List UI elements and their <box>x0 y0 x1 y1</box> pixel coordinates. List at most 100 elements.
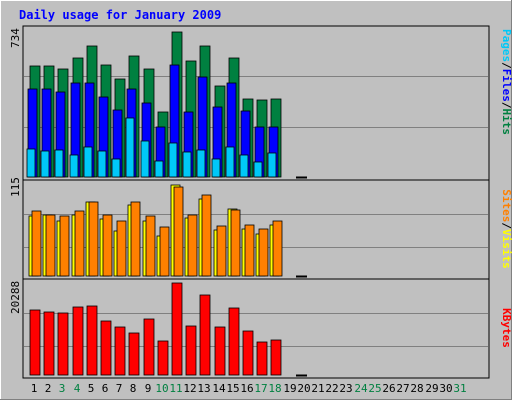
x-tick-day-9: 9 <box>145 382 152 395</box>
kbytes-bar-kbytes-day-7 <box>114 326 126 376</box>
visits-legend-item-0: Sites <box>500 189 512 222</box>
visits-bar-sites-day-10 <box>159 226 170 277</box>
hits-legend-item-1: / <box>500 62 512 69</box>
hits-bar-pages-day-9 <box>140 140 150 178</box>
hits-bar-pages-day-1 <box>26 148 36 178</box>
x-tick-day-12: 12 <box>183 382 196 395</box>
hits-bar-pages-day-5 <box>83 146 93 178</box>
kbytes-bar-kbytes-day-8 <box>128 332 140 376</box>
x-tick-day-27: 27 <box>396 382 409 395</box>
kbytes-bar-kbytes-day-2 <box>43 311 55 376</box>
visits-bar-sites-day-17 <box>258 228 269 277</box>
x-tick-day-25: 25 <box>368 382 381 395</box>
x-tick-day-18: 18 <box>268 382 281 395</box>
kbytes-bar-kbytes-day-14 <box>214 326 226 376</box>
x-tick-day-19: 19 <box>283 382 296 395</box>
x-tick-day-14: 14 <box>212 382 226 395</box>
x-tick-day-8: 8 <box>130 382 137 395</box>
hits-bar-pages-day-6 <box>97 150 107 178</box>
hits-bar-pages-day-8 <box>125 117 135 178</box>
hits-legend-item-4: Hits <box>500 109 512 136</box>
kbytes-bar-kbytes-day-3 <box>57 312 69 376</box>
visits-bar-sites-day-1 <box>31 210 42 277</box>
x-tick-day-4: 4 <box>74 382 81 395</box>
hits-bar-pages-day-14 <box>211 158 221 178</box>
kbytes-bar-kbytes-day-12 <box>185 325 197 376</box>
x-tick-day-6: 6 <box>102 382 109 395</box>
kbytes-legend: KBytes <box>500 308 512 348</box>
x-tick-day-21: 21 <box>311 382 324 395</box>
kbytes-bar-kbytes-day-13 <box>199 294 211 376</box>
x-tick-day-1: 1 <box>31 382 38 395</box>
visits-bar-sites-day-15 <box>230 209 241 277</box>
visits-bar-sites-day-4 <box>74 210 85 277</box>
x-tick-day-24: 24 <box>354 382 368 395</box>
visits-bar-sites-day-9 <box>145 215 156 277</box>
chart-title: Daily usage for January 2009 <box>19 8 221 22</box>
x-tick-day-16: 16 <box>240 382 253 395</box>
hits-bar-pages-day-3 <box>54 149 64 178</box>
hits-bar-pages-day-7 <box>111 158 121 178</box>
x-tick-day-15: 15 <box>226 382 239 395</box>
x-tick-day-23: 23 <box>339 382 352 395</box>
x-tick-day-10: 10 <box>155 382 168 395</box>
x-axis-ticks: 1 2 3 4 5 6 7 8 9 10 11 12 13 14 15 16 17 18 19 20 21 22 23 24 2… <box>31 382 467 395</box>
hits-bar-pages-day-13 <box>196 149 206 178</box>
x-tick-day-30: 30 <box>439 382 452 395</box>
kbytes-bar-kbytes-day-4 <box>72 306 84 376</box>
visits-bar-sites-day-8 <box>130 201 141 277</box>
visits-bar-sites-day-14 <box>216 225 227 277</box>
hits-bar-pages-day-15 <box>225 146 235 178</box>
x-tick-day-3: 3 <box>59 382 66 395</box>
hits-legend: Pages/Files/Hits <box>500 29 512 135</box>
x-tick-day-7: 7 <box>116 382 123 395</box>
kbytes-bar-kbytes-day-17 <box>256 341 268 376</box>
hits-legend-item-0: Pages <box>500 29 512 62</box>
hits-legend-item-2: Files <box>500 69 512 102</box>
kbytes-bar-kbytes-day-6 <box>100 320 112 376</box>
hits-bar-pages-day-4 <box>69 154 79 178</box>
x-tick-day-11: 11 <box>169 382 182 395</box>
kbytes-bar-kbytes-day-9 <box>143 318 155 376</box>
kbytes-bar-kbytes-day-5 <box>86 305 98 376</box>
hits-bar-pages-day-16 <box>239 154 249 178</box>
kbytes-bar-kbytes-day-16 <box>242 330 254 376</box>
visits-bar-sites-day-3 <box>59 215 70 277</box>
x-tick-day-20: 20 <box>297 382 310 395</box>
kbytes-bar-kbytes-day-11 <box>171 282 183 376</box>
bars <box>26 31 307 377</box>
x-tick-day-31: 31 <box>453 382 466 395</box>
x-tick-day-26: 26 <box>382 382 395 395</box>
visits-bar-sites-day-6 <box>102 214 113 277</box>
kbytes-bar-kbytes-day-10 <box>157 340 169 376</box>
kbytes-legend-item-0: KBytes <box>500 308 512 348</box>
kbytes-bar-kbytes-day-15 <box>228 307 240 376</box>
hits-bar-pages-day-11 <box>168 142 178 178</box>
hits-bar-pages-day-10 <box>154 160 164 178</box>
visits-bar-sites-day-5 <box>88 201 99 277</box>
visits-bar-sites-day-2 <box>45 214 56 277</box>
hits-bar-pages-day-2 <box>40 150 50 178</box>
x-tick-day-22: 22 <box>325 382 338 395</box>
kbytes-bar-kbytes-day-1 <box>29 309 41 376</box>
visits-legend: Sites/Visits <box>500 189 512 269</box>
hits-max-label: 734 <box>9 28 22 48</box>
kbytes-bar-kbytes-day-18 <box>270 339 282 376</box>
visits-bar-sites-day-16 <box>244 224 255 277</box>
hits-legend-item-3: / <box>500 102 512 109</box>
visits-max-label: 115 <box>9 177 22 197</box>
hits-bar-pages-day-18 <box>267 152 277 178</box>
visits-legend-item-1: / <box>500 222 512 229</box>
visits-bar-sites-day-18 <box>272 220 283 277</box>
visits-legend-item-2: Visits <box>500 229 512 269</box>
x-tick-day-5: 5 <box>88 382 95 395</box>
hits-bar-pages-day-17 <box>253 161 263 178</box>
x-tick-day-17: 17 <box>254 382 267 395</box>
kbytes-max-label: 20288 <box>9 281 22 314</box>
visits-bar-sites-day-11 <box>173 186 184 277</box>
visits-bar-sites-day-13 <box>201 194 212 277</box>
x-tick-day-28: 28 <box>410 382 423 395</box>
x-tick-day-13: 13 <box>197 382 210 395</box>
